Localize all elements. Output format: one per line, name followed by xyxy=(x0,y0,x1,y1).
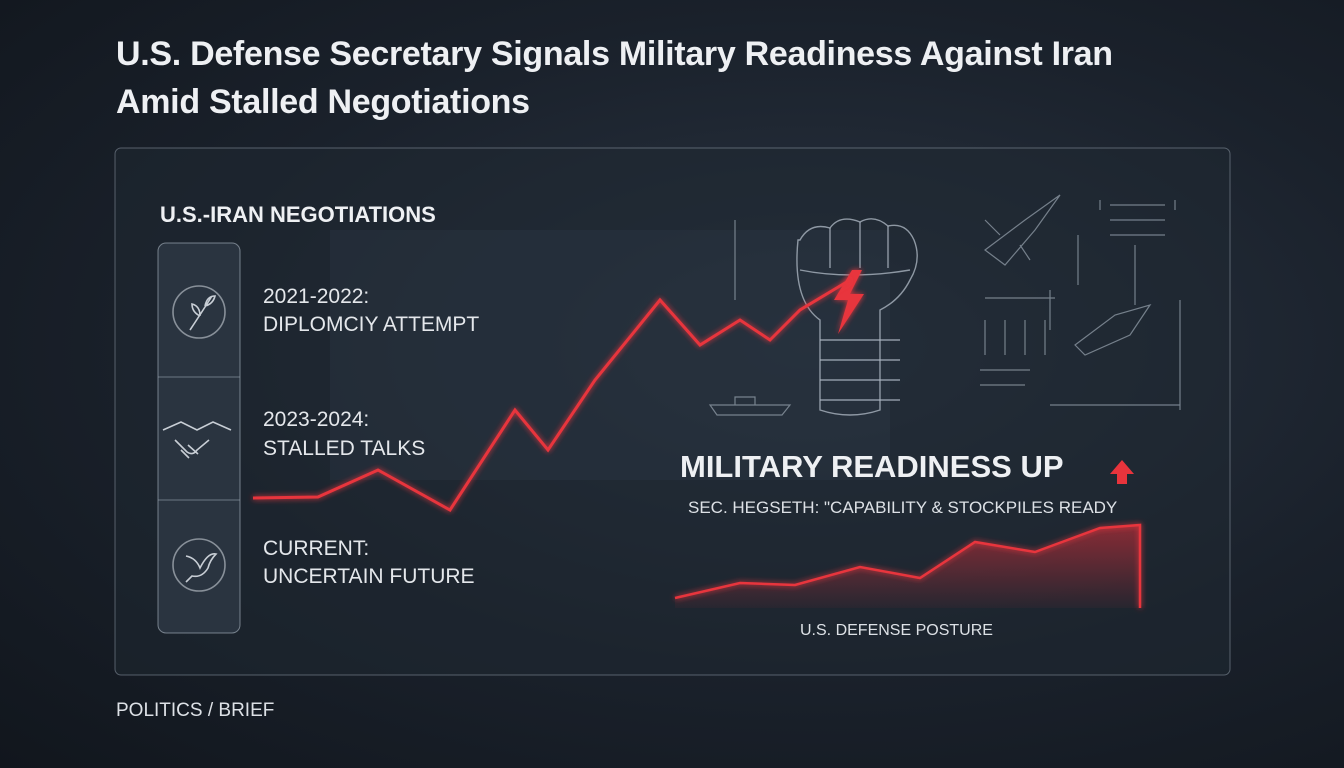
timeline-period: 2021-2022: xyxy=(263,285,370,308)
readiness-caption: U.S. DEFENSE POSTURE xyxy=(800,622,993,639)
timeline-heading: U.S.-IRAN NEGOTIATIONS xyxy=(160,202,436,227)
timeline-label: STALLED TALKS xyxy=(263,437,426,460)
readiness-headline: MILITARY READINESS UP xyxy=(680,449,1064,484)
blueprint-icons xyxy=(708,194,1181,416)
readiness-quote: SEC. HEGSETH: "CAPABILITY & STOCKPILES R… xyxy=(688,498,1118,517)
lightning xyxy=(834,270,864,334)
footer-section: POLITICS / BRIEF xyxy=(116,700,275,721)
building-backdrop xyxy=(330,230,890,480)
timeline-period: CURRENT: xyxy=(263,537,370,560)
timeline-period: 2023-2024: xyxy=(263,408,370,431)
posture-area xyxy=(675,525,1140,608)
fist xyxy=(796,218,918,416)
posture-line xyxy=(674,523,1142,608)
timeline-label: UNCERTAIN FUTURE xyxy=(263,565,475,588)
timeline-box xyxy=(157,242,241,634)
title: U.S. Defense Secretary Signals Military … xyxy=(116,35,1113,121)
icons xyxy=(162,285,232,592)
timeline-label: DIPLOMCIY ATTEMPT xyxy=(263,313,480,336)
trend-line xyxy=(252,278,851,512)
up-arrow xyxy=(1110,460,1134,484)
